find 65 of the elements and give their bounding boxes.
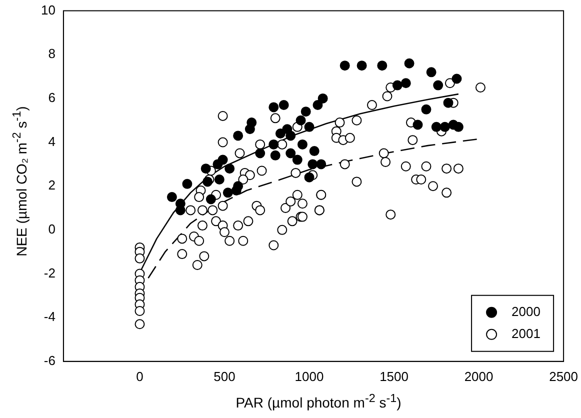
point bbox=[286, 130, 296, 141]
point bbox=[443, 98, 454, 108]
point bbox=[356, 60, 367, 71]
legend-label: 2000 bbox=[512, 304, 540, 319]
point bbox=[182, 178, 192, 189]
x-tick-label: 1000 bbox=[294, 368, 324, 384]
point bbox=[270, 150, 280, 160]
point bbox=[166, 192, 177, 202]
x-tick-label: 500 bbox=[214, 368, 236, 384]
legend-label: 2001 bbox=[512, 326, 540, 341]
point bbox=[304, 122, 314, 132]
point bbox=[218, 154, 228, 165]
point bbox=[300, 106, 311, 117]
y-tick-label: 0 bbox=[48, 222, 56, 237]
y-tick-label: -2 bbox=[44, 265, 56, 280]
point bbox=[452, 74, 462, 84]
point bbox=[453, 122, 464, 132]
y-tick-label: 8 bbox=[48, 46, 56, 62]
y-tick-label: 6 bbox=[48, 90, 56, 106]
x-tick-label: 0 bbox=[136, 368, 144, 384]
point bbox=[377, 60, 388, 71]
line-series bbox=[148, 138, 480, 279]
point bbox=[431, 122, 442, 132]
point bbox=[400, 78, 411, 88]
y-tick-label: -6 bbox=[44, 352, 56, 368]
point bbox=[318, 93, 328, 104]
point bbox=[296, 115, 306, 126]
point bbox=[278, 100, 289, 110]
x-tick-label: 2500 bbox=[549, 368, 578, 384]
x-tick-label: 1500 bbox=[380, 368, 408, 384]
point bbox=[309, 146, 320, 156]
point bbox=[275, 128, 286, 139]
x-axis-title: PAR (µmol photon m$^{-2}$ s$^{-1}$) bbox=[234, 392, 402, 411]
point bbox=[392, 80, 402, 90]
point bbox=[268, 139, 279, 150]
point bbox=[214, 174, 224, 185]
point bbox=[233, 181, 244, 192]
point bbox=[412, 120, 423, 130]
point bbox=[224, 164, 235, 174]
point bbox=[175, 205, 186, 216]
point bbox=[206, 194, 216, 204]
point bbox=[308, 159, 318, 170]
point bbox=[255, 148, 266, 158]
point bbox=[246, 118, 257, 128]
point bbox=[312, 100, 323, 110]
y-tick-label: 4 bbox=[48, 134, 56, 149]
x-tick-label: 2000 bbox=[464, 368, 494, 384]
point bbox=[297, 139, 308, 150]
point bbox=[286, 148, 296, 158]
point bbox=[340, 60, 350, 71]
point bbox=[421, 104, 432, 114]
point bbox=[292, 154, 302, 165]
point bbox=[268, 102, 279, 112]
point bbox=[440, 122, 450, 132]
y-tick-label: 10 bbox=[40, 2, 56, 18]
point bbox=[404, 58, 414, 68]
point bbox=[200, 164, 211, 174]
y-tick-label: -4 bbox=[44, 309, 56, 324]
point bbox=[433, 80, 444, 90]
point bbox=[222, 188, 233, 198]
y-tick-label: 2 bbox=[48, 178, 56, 193]
point bbox=[426, 67, 436, 78]
point bbox=[233, 130, 244, 141]
point bbox=[316, 159, 326, 170]
point bbox=[304, 172, 314, 182]
